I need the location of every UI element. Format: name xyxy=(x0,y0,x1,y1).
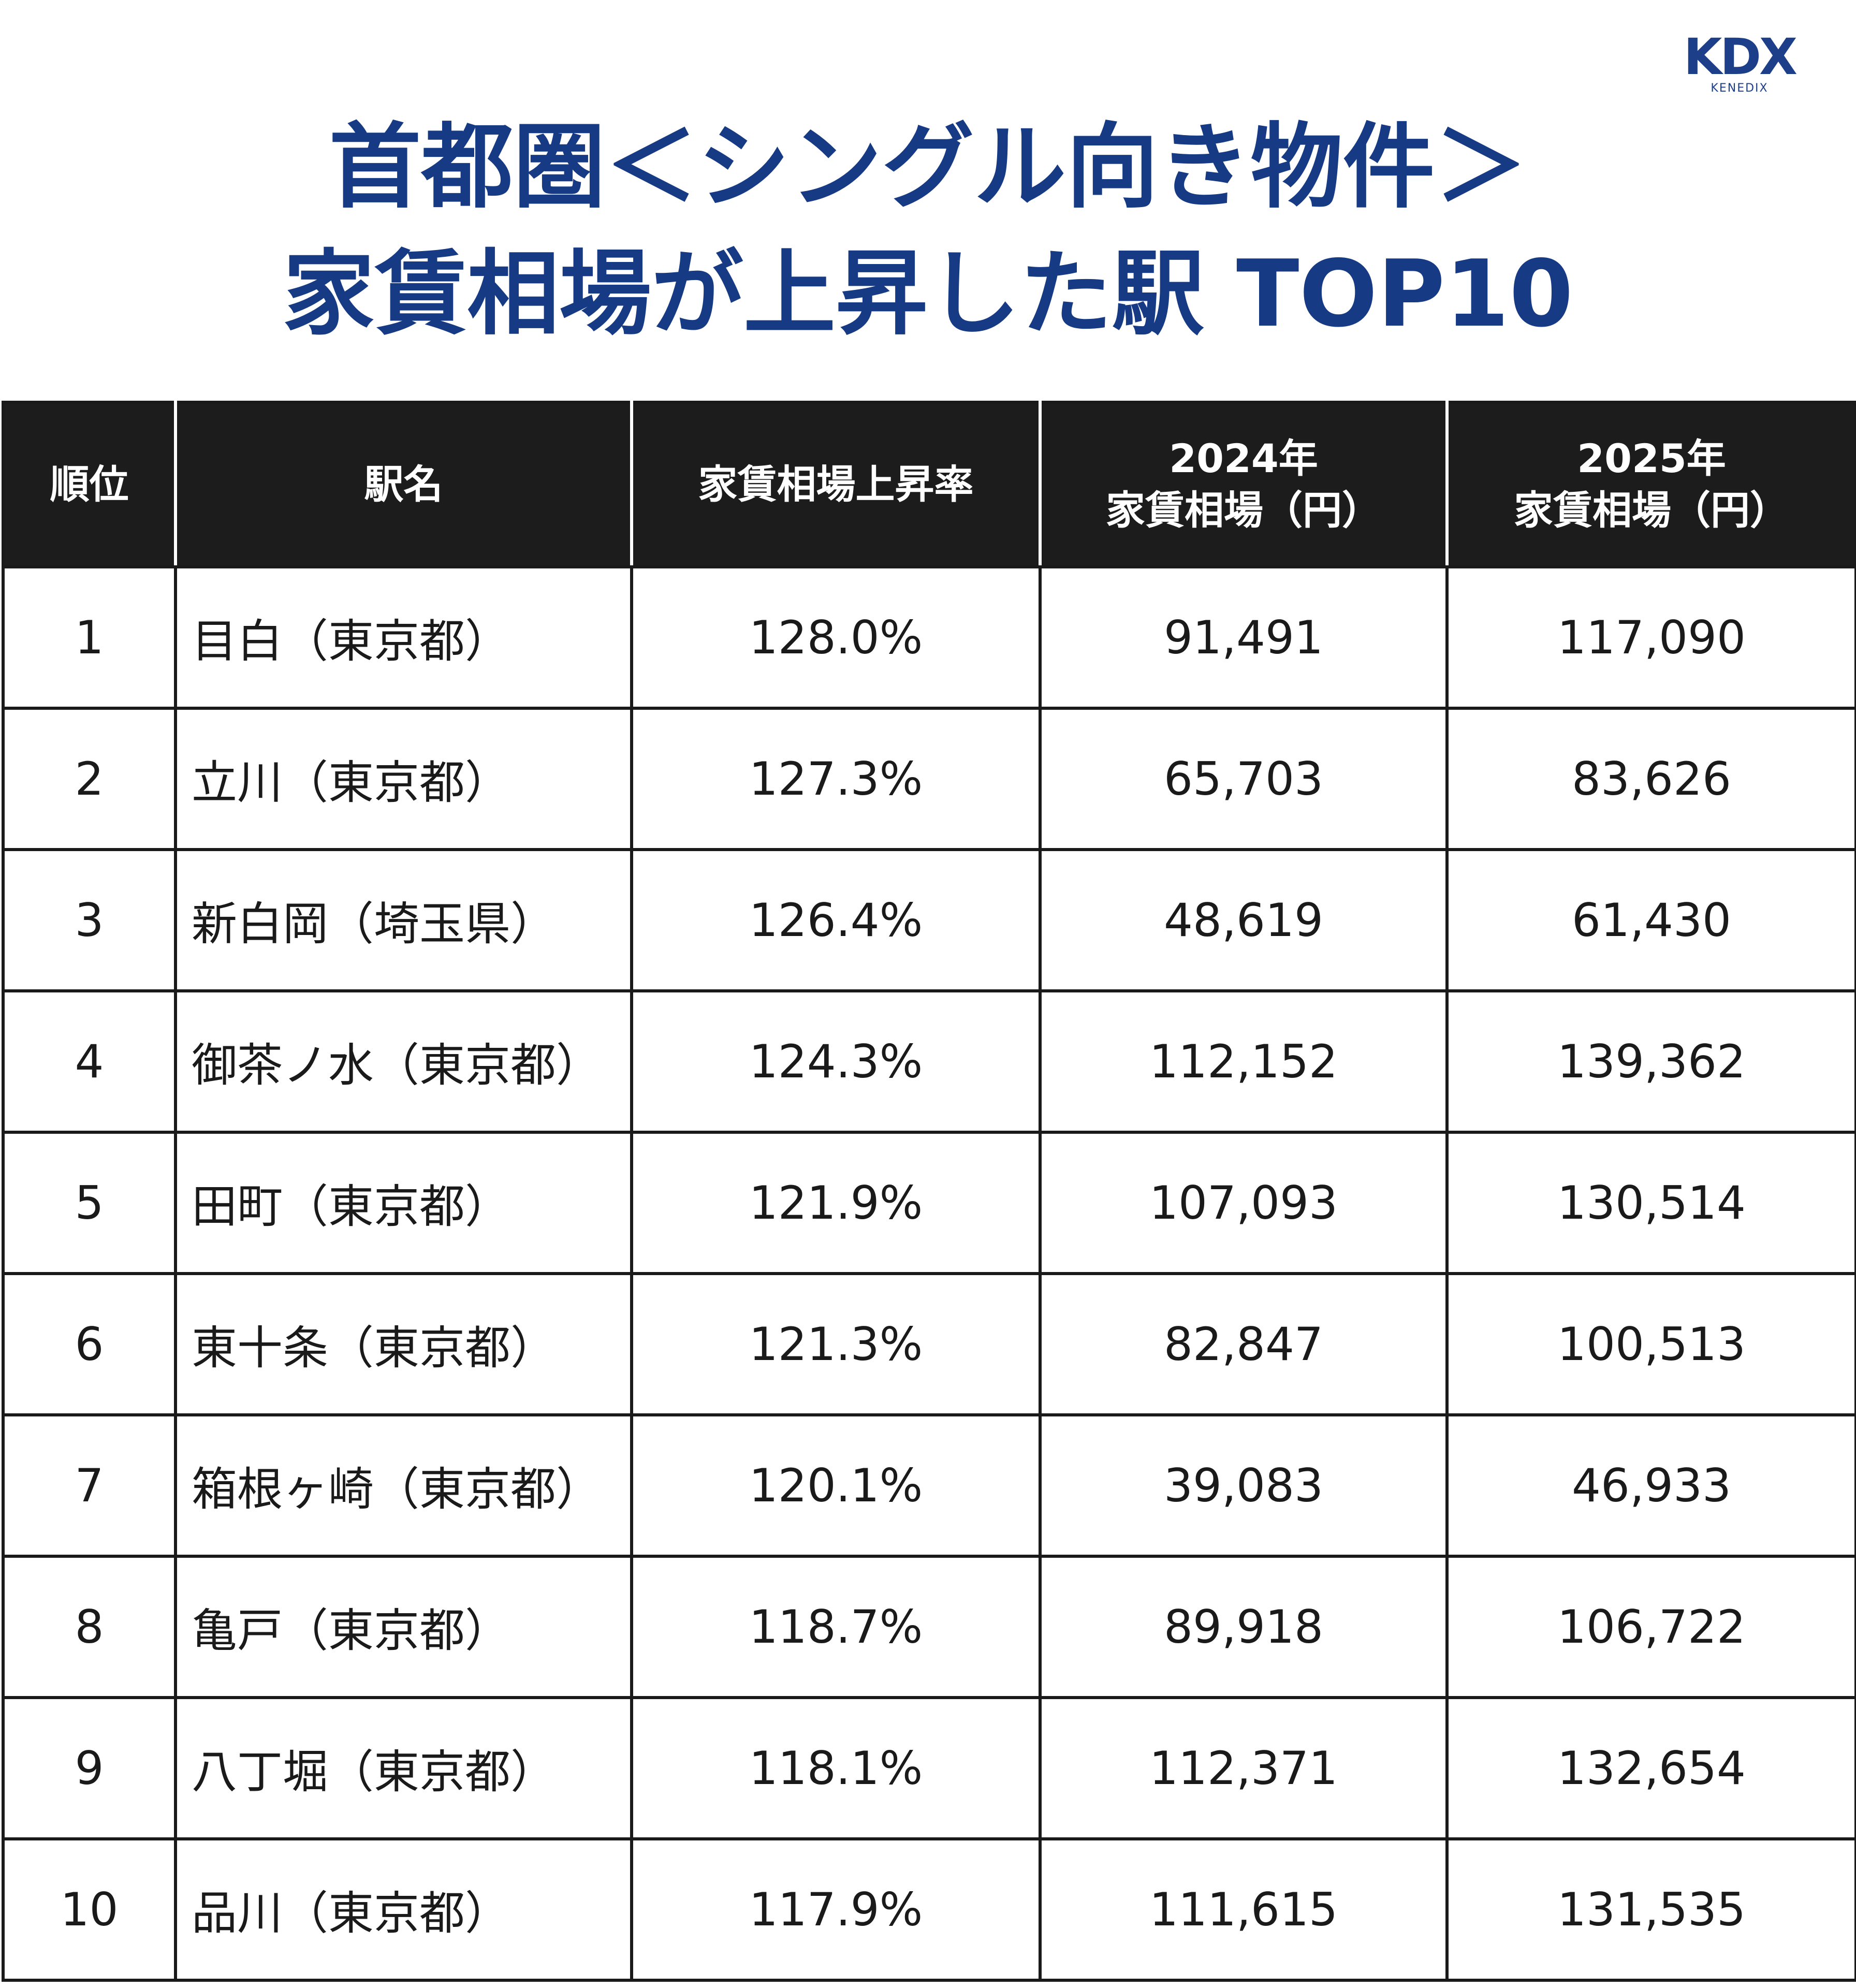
station-cell: 田町（東京都） xyxy=(174,1131,633,1275)
station-cell: 新白岡（埼玉県） xyxy=(174,848,633,992)
cell: 3 xyxy=(2,848,177,992)
table-row: 10 品川（東京都） 117.9% 111,615 131,535 xyxy=(2,1837,1856,1982)
cell: 8 xyxy=(2,1555,177,1699)
header-line: 家賃相場（円） xyxy=(1514,487,1789,533)
table-row: 4 御茶ノ水（東京都） 124.3% 112,152 139,362 xyxy=(2,989,1856,1134)
ranking-table: 順位 駅名 家賃相場上昇率 2024年 家賃相場（円） 2025年 家賃相場（円） 1 目白（… xyxy=(2,401,1856,1982)
station-cell: 目白（東京都） xyxy=(174,565,633,710)
cell: 5 xyxy=(2,1131,177,1275)
cell: 120.1% xyxy=(630,1413,1042,1558)
title-line: 首都圏＜シングル向き物件＞ xyxy=(329,113,1527,221)
cell: 65,703 xyxy=(1039,707,1449,851)
table-row: 5 田町（東京都） 121.9% 107,093 130,514 xyxy=(2,1131,1856,1275)
table-row: 6 東十条（東京都） 121.3% 82,847 100,513 xyxy=(2,1272,1856,1416)
table-row: 8 亀戸（東京都） 118.7% 89,918 106,722 xyxy=(2,1555,1856,1699)
column-header: 2024年家賃相場（円） xyxy=(1039,401,1449,568)
cell: 9 xyxy=(2,1696,177,1840)
cell: 39,083 xyxy=(1039,1413,1449,1558)
cell: 117,090 xyxy=(1445,565,1856,710)
title-line: 家賃相場が上昇した駅 TOP10 xyxy=(283,240,1573,347)
table-row: 2 立川（東京都） 127.3% 65,703 83,626 xyxy=(2,707,1856,851)
header-line: 2025年 xyxy=(1577,435,1726,481)
station-cell: 八丁堀（東京都） xyxy=(174,1696,633,1840)
cell: 111,615 xyxy=(1039,1837,1449,1982)
cell: 127.3% xyxy=(630,707,1042,851)
cell: 112,371 xyxy=(1039,1696,1449,1840)
cell: 89,918 xyxy=(1039,1555,1449,1699)
table-row: 3 新白岡（埼玉県） 126.4% 48,619 61,430 xyxy=(2,848,1856,992)
cell: 6 xyxy=(2,1272,177,1416)
station-cell: 立川（東京都） xyxy=(174,707,633,851)
header-line: 駅名 xyxy=(364,461,443,507)
cell: 1 xyxy=(2,565,177,710)
logo: KDX KENEDIX xyxy=(1675,32,1804,95)
station-cell: 亀戸（東京都） xyxy=(174,1555,633,1699)
cell: 4 xyxy=(2,989,177,1134)
cell: 7 xyxy=(2,1413,177,1558)
table-body: 1 目白（東京都） 128.0% 91,491 117,090 2 立川（東京都） 127.3… xyxy=(2,565,1856,1982)
cell: 107,093 xyxy=(1039,1131,1449,1275)
station-cell: 御茶ノ水（東京都） xyxy=(174,989,633,1134)
station-cell: 箱根ヶ崎（東京都） xyxy=(174,1413,633,1558)
cell: 82,847 xyxy=(1039,1272,1449,1416)
cell: 132,654 xyxy=(1445,1696,1856,1840)
cell: 83,626 xyxy=(1445,707,1856,851)
header-line: 2024年 xyxy=(1169,435,1318,481)
cell: 48,619 xyxy=(1039,848,1449,992)
cell: 118.1% xyxy=(630,1696,1042,1840)
table-row: 7 箱根ヶ崎（東京都） 120.1% 39,083 46,933 xyxy=(2,1413,1856,1558)
cell: 118.7% xyxy=(630,1555,1042,1699)
header-line: 順位 xyxy=(50,461,129,507)
column-header: 順位 xyxy=(2,401,177,568)
cell: 91,491 xyxy=(1039,565,1449,710)
header-line: 家賃相場上昇率 xyxy=(698,461,974,507)
cell: 124.3% xyxy=(630,989,1042,1134)
table-row: 1 目白（東京都） 128.0% 91,491 117,090 xyxy=(2,565,1856,710)
station-cell: 東十条（東京都） xyxy=(174,1272,633,1416)
cell: 131,535 xyxy=(1445,1837,1856,1982)
header-line: 家賃相場（円） xyxy=(1106,487,1381,533)
logo-sub: KENEDIX xyxy=(1711,82,1769,95)
cell: 10 xyxy=(2,1837,177,1982)
cell: 130,514 xyxy=(1445,1131,1856,1275)
table-row: 9 八丁堀（東京都） 118.1% 112,371 132,654 xyxy=(2,1696,1856,1840)
cell: 2 xyxy=(2,707,177,851)
column-header: 家賃相場上昇率 xyxy=(630,401,1042,568)
cell: 126.4% xyxy=(630,848,1042,992)
title: 首都圏＜シングル向き物件＞ 家賃相場が上昇した駅 TOP10 xyxy=(0,104,1856,357)
cell: 121.3% xyxy=(630,1272,1042,1416)
cell: 61,430 xyxy=(1445,848,1856,992)
cell: 139,362 xyxy=(1445,989,1856,1134)
cell: 100,513 xyxy=(1445,1272,1856,1416)
logo-mark: KDX xyxy=(1683,28,1797,86)
cell: 117.9% xyxy=(630,1837,1042,1982)
column-header: 2025年家賃相場（円） xyxy=(1445,401,1856,568)
cell: 128.0% xyxy=(630,565,1042,710)
cell: 46,933 xyxy=(1445,1413,1856,1558)
header-row: 順位 駅名 家賃相場上昇率 2024年 家賃相場（円） 2025年 家賃相場（円） xyxy=(2,401,1856,568)
cell: 112,152 xyxy=(1039,989,1449,1134)
column-header: 駅名 xyxy=(174,401,633,568)
station-cell: 品川（東京都） xyxy=(174,1837,633,1982)
cell: 121.9% xyxy=(630,1131,1042,1275)
cell: 106,722 xyxy=(1445,1555,1856,1699)
